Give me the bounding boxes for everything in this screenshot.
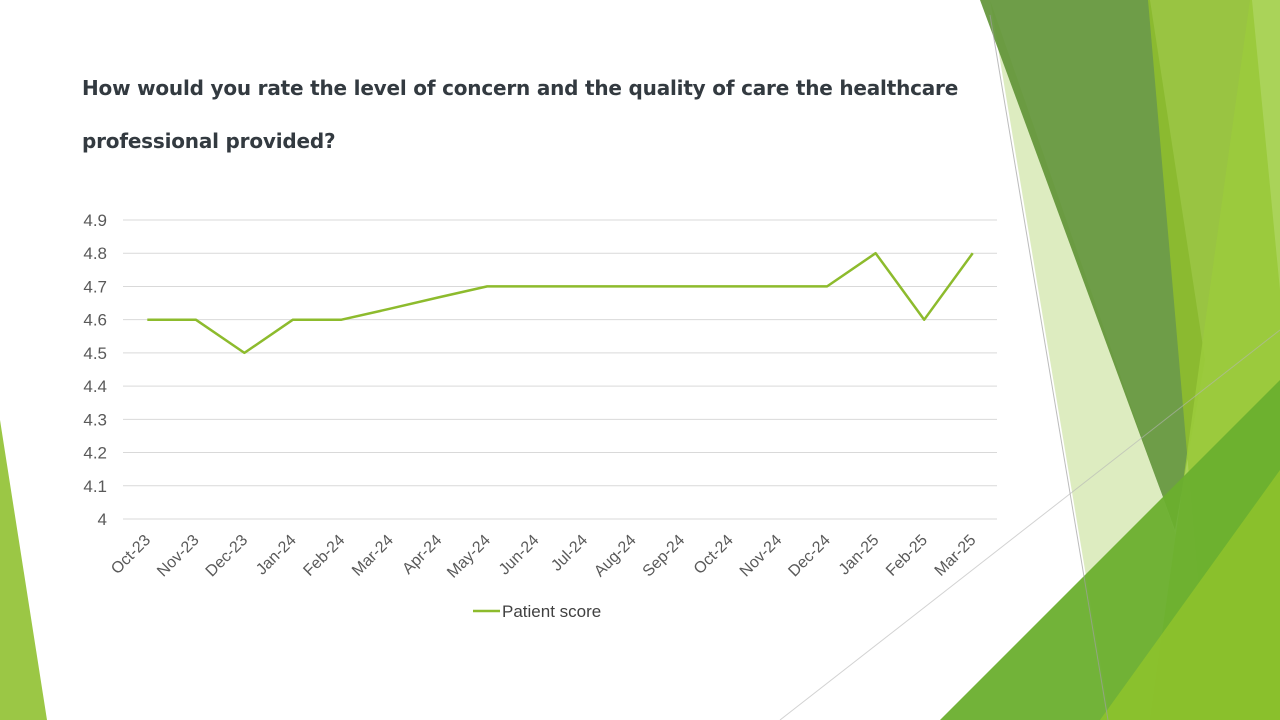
decor-left-sliver [0, 420, 47, 720]
x-axis-ticks: Oct-23 Nov-23 Dec-23 Jan-24 Feb-24 Mar-24 Apr-… [108, 532, 979, 582]
y-tick-label: 4.8 [83, 244, 107, 263]
slide-title: How would you rate the level of concern … [82, 76, 959, 153]
x-tick-label: Oct-23 [108, 532, 154, 578]
x-tick-label: Jun-24 [496, 532, 543, 579]
x-tick-label: Feb-25 [883, 532, 931, 580]
x-tick-label: Sep-24 [640, 532, 689, 581]
x-tick-label: Feb-24 [300, 532, 348, 580]
series-line-patient-score [147, 251, 974, 355]
legend-label-patient-score: Patient score [502, 602, 601, 621]
y-tick-label: 4.6 [83, 311, 107, 330]
decor-dark-green-band [980, 0, 1205, 530]
decor-thin-line-1 [989, 14, 1109, 720]
legend: Patient score [473, 602, 601, 621]
y-tick-label: 4 [98, 510, 107, 529]
y-tick-label: 4.3 [83, 410, 107, 429]
x-tick-label: Mar-24 [349, 532, 397, 580]
x-tick-label: Dec-23 [203, 532, 252, 581]
y-tick-label: 4.2 [83, 444, 107, 463]
series-points [147, 253, 973, 353]
x-tick-label: Jan-24 [253, 532, 300, 579]
x-tick-label: May-24 [444, 532, 494, 582]
x-tick-label: Oct-24 [691, 532, 737, 578]
y-tick-label: 4.4 [83, 377, 107, 396]
y-tick-label: 4.7 [83, 277, 107, 296]
y-tick-label: 4.1 [83, 477, 107, 496]
decor-thin-line-2 [779, 329, 1280, 720]
y-tick-label: 4.5 [83, 344, 107, 363]
decor-bottom-lime-triangle [1100, 470, 1280, 720]
x-tick-label: Apr-24 [399, 532, 445, 578]
x-tick-label: Jan-25 [836, 532, 883, 579]
x-tick-label: Aug-24 [591, 532, 640, 581]
x-tick-label: Nov-24 [737, 532, 786, 581]
x-tick-label: Nov-23 [154, 532, 203, 581]
y-tick-label: 4.9 [83, 211, 107, 230]
x-tick-label: Mar-25 [932, 532, 980, 580]
y-axis-ticks: 4 4.1 4.2 4.3 4.4 4.5 4.6 4.7 4.8 4.9 [83, 211, 107, 529]
gridlines [123, 219, 997, 520]
x-tick-label: Dec-24 [785, 532, 834, 581]
x-tick-label: Jul-24 [548, 532, 591, 575]
